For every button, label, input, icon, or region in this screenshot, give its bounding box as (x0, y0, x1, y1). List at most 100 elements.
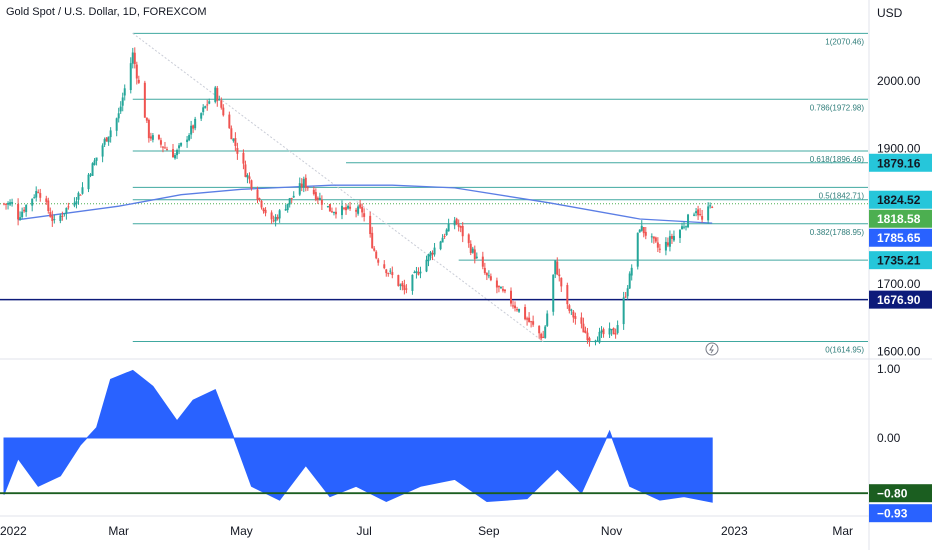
oscillator-value-tag: −0.80 (869, 484, 932, 503)
price-tag: 1676.90 (869, 290, 932, 309)
candle (165, 146, 168, 151)
candle (65, 207, 68, 220)
svg-text:−0.93: −0.93 (877, 507, 908, 521)
candle (489, 273, 492, 282)
candle (216, 85, 219, 107)
date-tick-label: 2022 (0, 524, 27, 538)
fib-label: 0(1614.95) (825, 346, 864, 355)
candle (53, 214, 56, 224)
price-tick-label: 1600.00 (877, 345, 921, 359)
candle (248, 172, 251, 184)
candle (284, 204, 287, 211)
candle (363, 208, 366, 222)
candle (330, 207, 333, 213)
candle (81, 182, 84, 195)
candle (49, 207, 52, 218)
candle (349, 201, 352, 211)
oscillator-tick-label: 0.00 (877, 431, 901, 445)
candle (668, 230, 671, 252)
candle (103, 137, 106, 147)
candle (596, 336, 599, 342)
candle (204, 105, 207, 109)
price-tick-label: 1700.00 (877, 277, 921, 291)
fib-label: 0.618(1896.46) (810, 155, 865, 164)
candle (582, 317, 585, 333)
candle (509, 287, 512, 307)
candle (250, 179, 253, 191)
candle (119, 101, 122, 114)
candle (202, 104, 205, 116)
candle (234, 132, 237, 152)
svg-text:1879.16: 1879.16 (877, 156, 921, 170)
candle (147, 118, 150, 143)
price-tick-label: 1900.00 (877, 142, 921, 156)
candle (685, 225, 688, 231)
candle (461, 222, 464, 243)
candle (666, 237, 669, 248)
fib-label: 0.5(1842.71) (819, 191, 865, 200)
candle (107, 136, 110, 146)
candle (542, 330, 545, 339)
price-tag: 1735.21 (869, 251, 932, 270)
candle (473, 245, 476, 264)
candle (701, 209, 704, 223)
candle (415, 266, 418, 279)
candle (630, 264, 633, 281)
candle (524, 304, 527, 321)
candle (538, 325, 541, 339)
candle (670, 233, 673, 244)
fib-label: 1(2070.46) (825, 37, 864, 46)
candle (37, 189, 40, 194)
candle (131, 47, 134, 69)
candle (471, 246, 474, 254)
candle (178, 143, 181, 154)
candle (441, 234, 444, 243)
candle (652, 236, 655, 244)
candle (222, 104, 225, 117)
candle (359, 199, 362, 209)
candle (439, 240, 442, 251)
candle (626, 285, 629, 300)
candle (683, 221, 686, 230)
candle (318, 192, 321, 201)
candle (417, 267, 420, 276)
candle (614, 328, 617, 339)
oscillator-pane (0, 369, 868, 503)
candle (270, 210, 273, 224)
candle (455, 217, 458, 226)
candle (495, 277, 498, 294)
chart-title: Gold Spot / U.S. Dollar, 1D, FOREXCOM (6, 6, 207, 18)
candle (39, 188, 42, 202)
candle (399, 283, 402, 291)
candle (47, 197, 50, 214)
candle (610, 328, 613, 336)
candle (411, 274, 414, 295)
candle (512, 300, 515, 309)
candle (302, 176, 305, 193)
candle (290, 197, 293, 204)
candle (640, 220, 643, 232)
candle (457, 219, 460, 232)
candle (19, 211, 22, 221)
candle (176, 148, 179, 159)
candle (467, 233, 470, 248)
price-tick-label: 2000.00 (877, 74, 921, 88)
svg-text:−0.80: −0.80 (877, 487, 908, 501)
date-tick-label: 2023 (721, 524, 748, 538)
candle (149, 132, 152, 141)
candle (180, 142, 183, 147)
candle (560, 277, 563, 292)
candle (23, 206, 26, 213)
candle (566, 282, 569, 309)
candle (286, 203, 289, 213)
candle (232, 138, 235, 143)
candle (190, 120, 193, 139)
svg-text:1824.52: 1824.52 (877, 193, 921, 207)
candle (580, 312, 583, 329)
candle (636, 232, 639, 270)
candle (600, 326, 603, 338)
candle (312, 186, 315, 196)
candle (357, 204, 360, 216)
replay-icon[interactable] (705, 342, 719, 356)
